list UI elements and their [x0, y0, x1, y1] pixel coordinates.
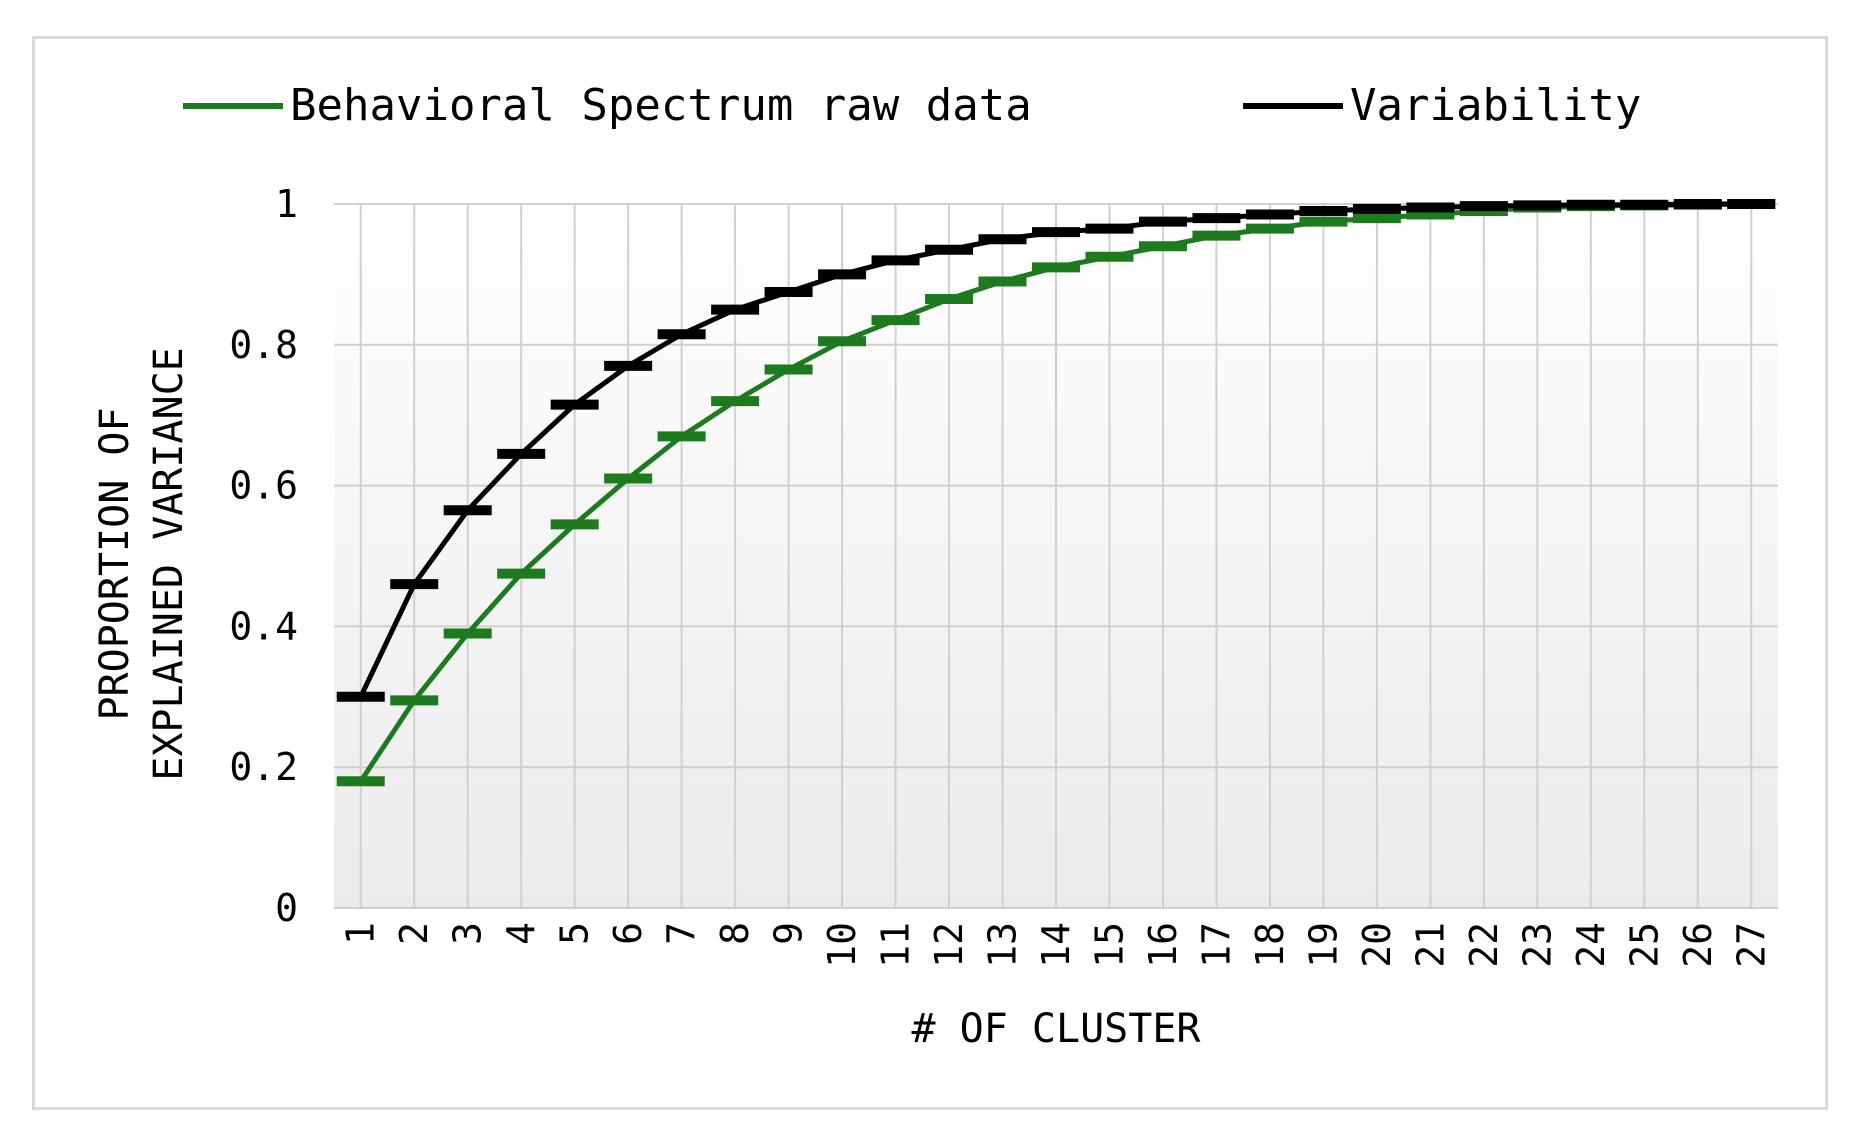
series-lines: [336, 199, 1776, 787]
x-tick-label: 7: [660, 922, 704, 945]
x-tick-label: 3: [446, 922, 490, 945]
x-axis-ticks: 1 2 3 4 5 6 7 8 9 10 11 12 13 14 15 16 17 18 19 20 21 22 23 24 2…: [339, 922, 1774, 968]
x-tick-label: 23: [1515, 922, 1559, 968]
x-tick-label: 15: [1087, 922, 1131, 968]
x-tick-label: 17: [1194, 922, 1238, 968]
y-axis-title: PROPORTION OF EXPLAINED VARIANCE: [92, 347, 192, 780]
x-tick-label: 2: [392, 922, 436, 945]
y-tick-label: 0.4: [229, 604, 298, 648]
y-tick-label: 0.6: [229, 464, 298, 508]
y-tick-label: 1: [275, 182, 298, 226]
x-tick-label: 14: [1034, 922, 1078, 968]
legend-label-series-2: Variability: [1350, 80, 1641, 131]
y-tick-label: 0: [275, 886, 298, 930]
x-axis-title: # OF CLUSTER: [912, 1006, 1202, 1052]
x-tick-label: 21: [1408, 922, 1452, 968]
y-tick-label: 0.8: [229, 323, 298, 367]
series-2: [336, 199, 1776, 702]
x-tick-label: 22: [1462, 922, 1506, 968]
x-tick-label: 18: [1248, 922, 1292, 968]
x-tick-label: 8: [713, 922, 757, 945]
x-tick-label: 27: [1729, 922, 1773, 968]
x-tick-label: 25: [1622, 922, 1666, 968]
x-tick-label: 20: [1355, 922, 1399, 968]
y-axis-title-line-2: EXPLAINED VARIANCE: [146, 347, 192, 780]
x-tick-label: 11: [874, 922, 918, 968]
x-tick-label: 19: [1301, 922, 1345, 968]
x-tick-label: 1: [339, 922, 383, 945]
x-tick-label: 26: [1676, 922, 1720, 968]
legend-label-series-1: Behavioral Spectrum raw data: [290, 80, 1032, 131]
y-tick-label: 0.2: [229, 745, 298, 789]
x-tick-label: 9: [767, 922, 811, 945]
x-tick-label: 13: [981, 922, 1025, 968]
x-tick-label: 4: [499, 922, 543, 945]
legend: Behavioral Spectrum raw data Variability: [183, 80, 1641, 131]
gridlines: [334, 203, 1778, 909]
x-tick-label: 12: [927, 922, 971, 968]
x-tick-label: 24: [1569, 922, 1613, 968]
x-tick-label: 6: [606, 922, 650, 945]
x-tick-label: 10: [820, 922, 864, 968]
x-tick-label: 5: [553, 922, 597, 945]
y-axis-title-line-1: PROPORTION OF: [92, 407, 138, 720]
y-axis-ticks: 0 0.2 0.4 0.6 0.8 1: [229, 182, 298, 930]
x-tick-label: 16: [1141, 922, 1185, 968]
